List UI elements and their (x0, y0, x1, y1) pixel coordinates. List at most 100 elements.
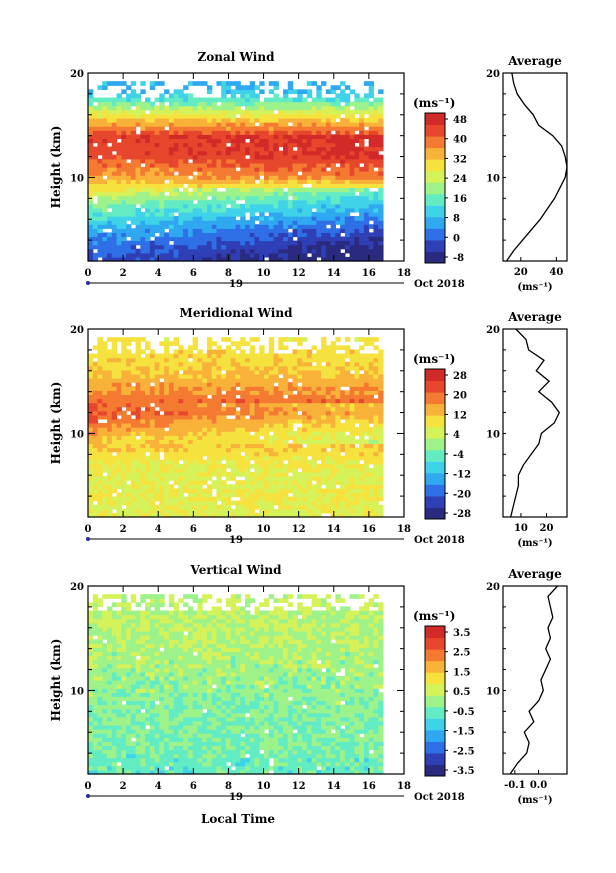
heat-cell (216, 398, 222, 404)
heat-cell (230, 158, 237, 164)
heat-cell (259, 390, 265, 395)
heat-cell (249, 199, 256, 205)
heat-cell (292, 183, 298, 189)
heat-cell (344, 256, 351, 262)
heat-cell (268, 451, 275, 457)
heat-cell (297, 167, 303, 172)
heat-cell (164, 220, 170, 225)
heat-cell (221, 105, 227, 111)
heat-cell (197, 158, 203, 164)
heat-cell (297, 130, 303, 135)
heat-cell (178, 382, 184, 387)
heat-cell (178, 199, 184, 205)
heat-cell (268, 365, 275, 371)
heat-cell (368, 183, 375, 189)
heat-cell (116, 117, 122, 123)
heat-cell (140, 467, 146, 473)
heat-cell (354, 146, 360, 152)
heat-cell (197, 105, 203, 111)
heat-cell (240, 109, 246, 115)
heat-cell (187, 484, 194, 489)
heat-cell (268, 89, 275, 95)
heat-cell (126, 109, 132, 115)
heat-cell (330, 423, 336, 428)
heat-cell (140, 382, 146, 387)
heat-cell (273, 390, 279, 395)
heat-cell (216, 349, 222, 355)
heat-cell (230, 256, 237, 262)
heat-cell (230, 138, 237, 144)
heat-cell (373, 508, 379, 514)
heat-cell (306, 459, 313, 465)
heat-cell (287, 451, 294, 457)
heat-cell (121, 431, 127, 436)
heat-cell (159, 508, 165, 514)
heat-cell (287, 435, 294, 440)
heat-cell (378, 459, 384, 465)
heat-cell (363, 431, 370, 436)
heat-cell (287, 240, 294, 246)
heat-cell (325, 476, 332, 481)
heat-cell (202, 138, 208, 144)
heat-cell (97, 113, 103, 119)
heat-cell (292, 369, 298, 375)
heat-cell (330, 410, 336, 416)
heat-cell (107, 353, 113, 359)
heat-cell (311, 150, 317, 156)
heat-cell (278, 386, 284, 391)
heat-cell (340, 427, 346, 432)
heat-cell (378, 463, 384, 469)
heat-cell (259, 357, 265, 363)
heat-cell (202, 472, 208, 477)
heat-cell (107, 382, 113, 387)
heat-cell (211, 216, 218, 221)
heat-cell (259, 126, 265, 131)
heat-cell (254, 252, 260, 258)
heat-cell (264, 138, 270, 144)
heat-cell (107, 361, 113, 367)
heat-cell (268, 361, 275, 367)
heat-cell (121, 109, 127, 115)
heat-cell (311, 101, 317, 107)
heat-cell (283, 130, 289, 135)
heat-cell (178, 500, 184, 506)
heat-cell (368, 443, 375, 449)
heat-cell (111, 195, 118, 201)
heat-cell (92, 191, 99, 197)
heat-cell (168, 138, 175, 144)
heat-cell (316, 431, 322, 436)
heat-cell (249, 488, 256, 494)
heat-cell (273, 357, 279, 363)
heat-cell (264, 224, 270, 229)
heat-cell (111, 175, 118, 180)
heat-cell (278, 410, 284, 416)
heat-cell (302, 484, 308, 489)
heat-cell (297, 236, 303, 242)
heat-cell (135, 228, 141, 233)
heat-cell (183, 122, 189, 127)
heat-cell (225, 220, 232, 225)
heat-cell (244, 162, 251, 168)
heat-cell (126, 154, 132, 160)
heat-cell (244, 97, 251, 103)
heat-cell (363, 130, 370, 135)
heat-cell (211, 369, 218, 375)
heat-cell (259, 492, 265, 498)
heat-cell (240, 122, 246, 127)
heat-cell (354, 220, 360, 225)
heat-cell (292, 101, 298, 107)
heat-cell (273, 191, 279, 197)
heat-cell (292, 179, 298, 184)
heat-cell (97, 85, 103, 90)
heat-cell (268, 138, 275, 144)
heat-cell (325, 220, 332, 225)
heat-cell (135, 93, 141, 99)
heat-cell (178, 93, 184, 99)
heat-cell (368, 427, 375, 432)
heat-cell (306, 122, 313, 127)
heat-cell (268, 183, 275, 189)
heat-cell (202, 353, 208, 359)
heat-cell (278, 414, 284, 420)
heat-cell (278, 394, 284, 400)
heat-cell (297, 97, 303, 103)
